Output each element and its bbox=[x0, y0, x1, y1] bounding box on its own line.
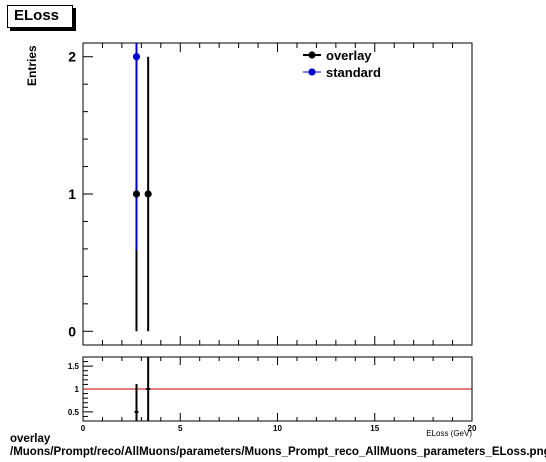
footer-label: overlay bbox=[10, 433, 51, 445]
main-plot-frame bbox=[82, 42, 473, 346]
ratio-y-tick-label: 1.5 bbox=[68, 362, 80, 371]
legend-overlay-marker bbox=[308, 51, 316, 59]
ratio-x-tick-label: 0 bbox=[81, 424, 86, 433]
overlay-data-point bbox=[144, 190, 152, 198]
standard-data-point bbox=[132, 53, 141, 61]
histogram-title-box: ELoss bbox=[7, 5, 73, 28]
footer-path: /Muons/Prompt/reco/AllMuons/parameters/M… bbox=[10, 446, 546, 458]
histogram-title: ELoss bbox=[14, 7, 60, 24]
ratio-y-tick-label: 0.5 bbox=[68, 408, 80, 417]
overlay-data-point bbox=[132, 190, 141, 198]
y-tick-label: 2 bbox=[68, 49, 76, 65]
legend-standard-label: standard bbox=[326, 65, 381, 80]
ratio-y-tick-label: 1 bbox=[75, 385, 80, 394]
ratio-x-tick-label: 15 bbox=[370, 424, 379, 433]
x-axis-label: ELoss (GeV) bbox=[426, 429, 472, 438]
ratio-x-tick-label: 20 bbox=[468, 424, 477, 433]
y-tick-label: 0 bbox=[68, 323, 76, 339]
legend-standard-marker bbox=[308, 68, 316, 76]
legend-overlay-label: overlay bbox=[326, 48, 372, 63]
ratio-x-tick-label: 5 bbox=[178, 424, 183, 433]
y-tick-label: 1 bbox=[68, 186, 76, 202]
ratio-x-tick-label: 10 bbox=[273, 424, 282, 433]
